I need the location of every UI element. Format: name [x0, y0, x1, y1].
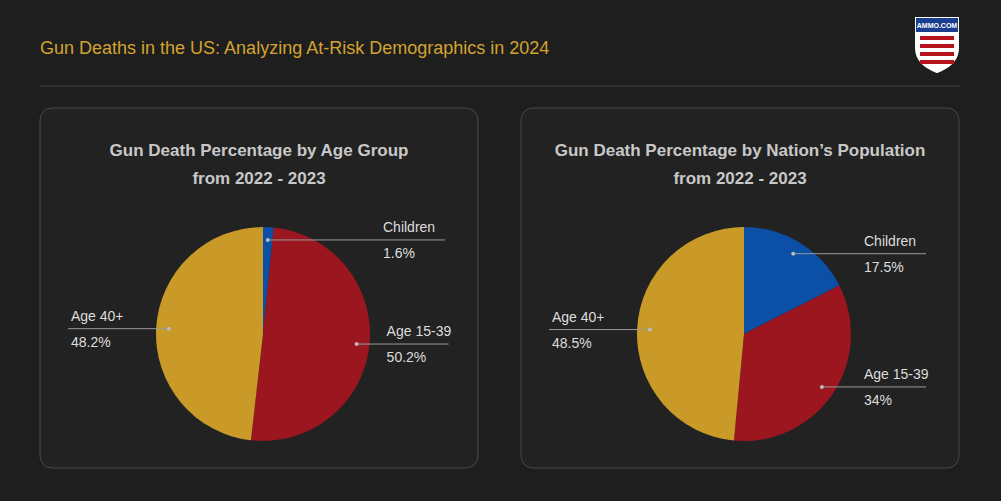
leader-dot	[648, 328, 652, 332]
leader-dot	[820, 385, 824, 389]
category-label: Age 15-39	[864, 366, 929, 382]
leader-line	[549, 329, 650, 330]
pie-slice	[156, 227, 263, 440]
background	[0, 0, 1001, 501]
leader-dot	[167, 327, 171, 331]
value-label: 50.2%	[387, 349, 427, 365]
chart-title: from 2022 - 2023	[192, 169, 325, 188]
value-label: 48.5%	[552, 335, 592, 351]
value-label: 34%	[864, 392, 892, 408]
leader-line	[822, 386, 926, 387]
panel-frame	[521, 108, 959, 468]
category-label: Age 40+	[71, 308, 124, 324]
category-label: Age 40+	[552, 309, 605, 325]
logo-band	[916, 18, 958, 32]
value-label: 48.2%	[71, 334, 111, 350]
chart-title: from 2022 - 2023	[673, 169, 806, 188]
value-label: 17.5%	[864, 259, 904, 275]
pie	[156, 227, 370, 441]
logo-stripe	[920, 60, 954, 64]
pie-slice	[251, 228, 370, 441]
leader-line	[68, 328, 169, 329]
value-label: 1.6%	[383, 245, 415, 261]
logo-shield	[916, 18, 958, 72]
logo-stripe	[920, 52, 954, 56]
logo-text: AMMO.COM	[917, 22, 958, 29]
leader-dot	[791, 252, 795, 256]
chart-panel: Gun Death Percentage by Age Group from 20…	[40, 108, 478, 468]
logo-stripe	[920, 36, 954, 40]
leader-dot	[355, 342, 359, 346]
chart-title: Gun Death Percentage by Nation’s Populat…	[555, 141, 926, 160]
logo-stripe	[920, 44, 954, 48]
category-label: Age 15-39	[387, 323, 452, 339]
leader-line	[357, 344, 449, 345]
chart-panel: Gun Death Percentage by Nation’s Populat…	[521, 108, 959, 468]
leader-line	[793, 253, 926, 254]
category-label: Children	[383, 219, 435, 235]
header-rule	[40, 86, 960, 87]
leader-line	[268, 239, 445, 240]
chart-title: Gun Death Percentage by Age Group	[110, 141, 409, 160]
pie	[637, 227, 851, 441]
category-label: Children	[864, 233, 916, 249]
data-labels: Children 1.6% Age 15-39 50.2% Age 40+ 48.2%	[68, 219, 451, 365]
logo: AMMO.COM	[916, 18, 958, 72]
pie-slice	[734, 285, 851, 441]
pie-slice	[637, 227, 744, 441]
panel-frame	[40, 108, 478, 468]
leader-dot	[266, 238, 270, 242]
canvas: Gun Deaths in the US: Analyzing At-Risk …	[0, 0, 1001, 501]
page-title: Gun Deaths in the US: Analyzing At-Risk …	[40, 38, 549, 58]
data-labels: Children 17.5% Age 15-39 34% Age 40+ 48.5%	[549, 233, 929, 408]
